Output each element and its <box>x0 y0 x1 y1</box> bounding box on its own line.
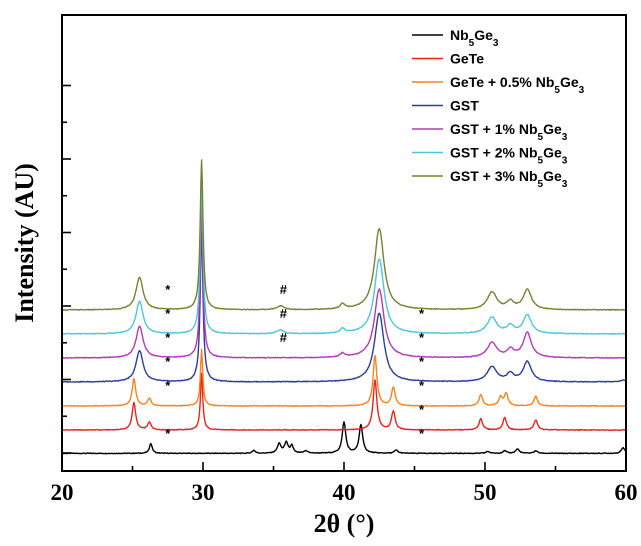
legend-label-0: Nb5Ge3 <box>450 27 499 49</box>
y-axis-ticks <box>62 84 71 454</box>
asterisk-marker: * <box>165 282 171 297</box>
x-axis-ticks: 20 30 40 50 60 <box>51 462 638 505</box>
hash-marker: # <box>280 330 288 345</box>
y-axis-title: Intensity (AU) <box>10 163 39 323</box>
series-line-3 <box>61 231 627 383</box>
asterisk-marker: * <box>165 330 171 345</box>
series-line-1 <box>61 372 627 431</box>
legend-label-4: GST + 1% Nb5Ge3 <box>450 121 568 143</box>
asterisk-marker: * <box>419 378 425 393</box>
asterisk-marker: * <box>419 402 425 417</box>
hash-marker: # <box>280 282 288 297</box>
series-line-0 <box>61 421 627 455</box>
legend: Nb5Ge3 GeTe GeTe + 0.5% Nb5Ge3 GST GST + 1% … <box>412 27 585 190</box>
series-line-2 <box>62 348 627 407</box>
series-line-5 <box>61 183 627 335</box>
x-axis-title: 2θ (°) <box>314 509 375 538</box>
asterisk-marker: * <box>419 426 425 441</box>
x-tick-label: 20 <box>51 480 74 505</box>
asterisk-marker: * <box>165 354 171 369</box>
legend-label-2: GeTe + 0.5% Nb5Ge3 <box>450 74 585 96</box>
series-line-6 <box>61 159 627 311</box>
x-tick-label: 30 <box>192 480 215 505</box>
legend-label-5: GST + 2% Nb5Ge3 <box>450 145 568 167</box>
x-tick-label: 60 <box>615 480 638 505</box>
traces-layer <box>61 159 627 455</box>
hash-marker: # <box>280 306 288 321</box>
x-tick-label: 40 <box>333 480 356 505</box>
asterisk-marker: * <box>165 306 171 321</box>
legend-label-6: GST + 3% Nb5Ge3 <box>450 168 568 190</box>
legend-label-1: GeTe <box>450 51 484 67</box>
asterisk-marker: * <box>419 330 425 345</box>
asterisk-marker: * <box>419 354 425 369</box>
asterisk-marker: * <box>165 378 171 393</box>
asterisk-marker: * <box>419 306 425 321</box>
asterisk-marker: * <box>165 426 171 441</box>
annotations-layer: * * * * * * * * * * * * # # # <box>165 282 425 441</box>
legend-label-3: GST <box>450 98 479 114</box>
series-line-4 <box>61 206 627 359</box>
x-tick-label: 50 <box>474 480 497 505</box>
